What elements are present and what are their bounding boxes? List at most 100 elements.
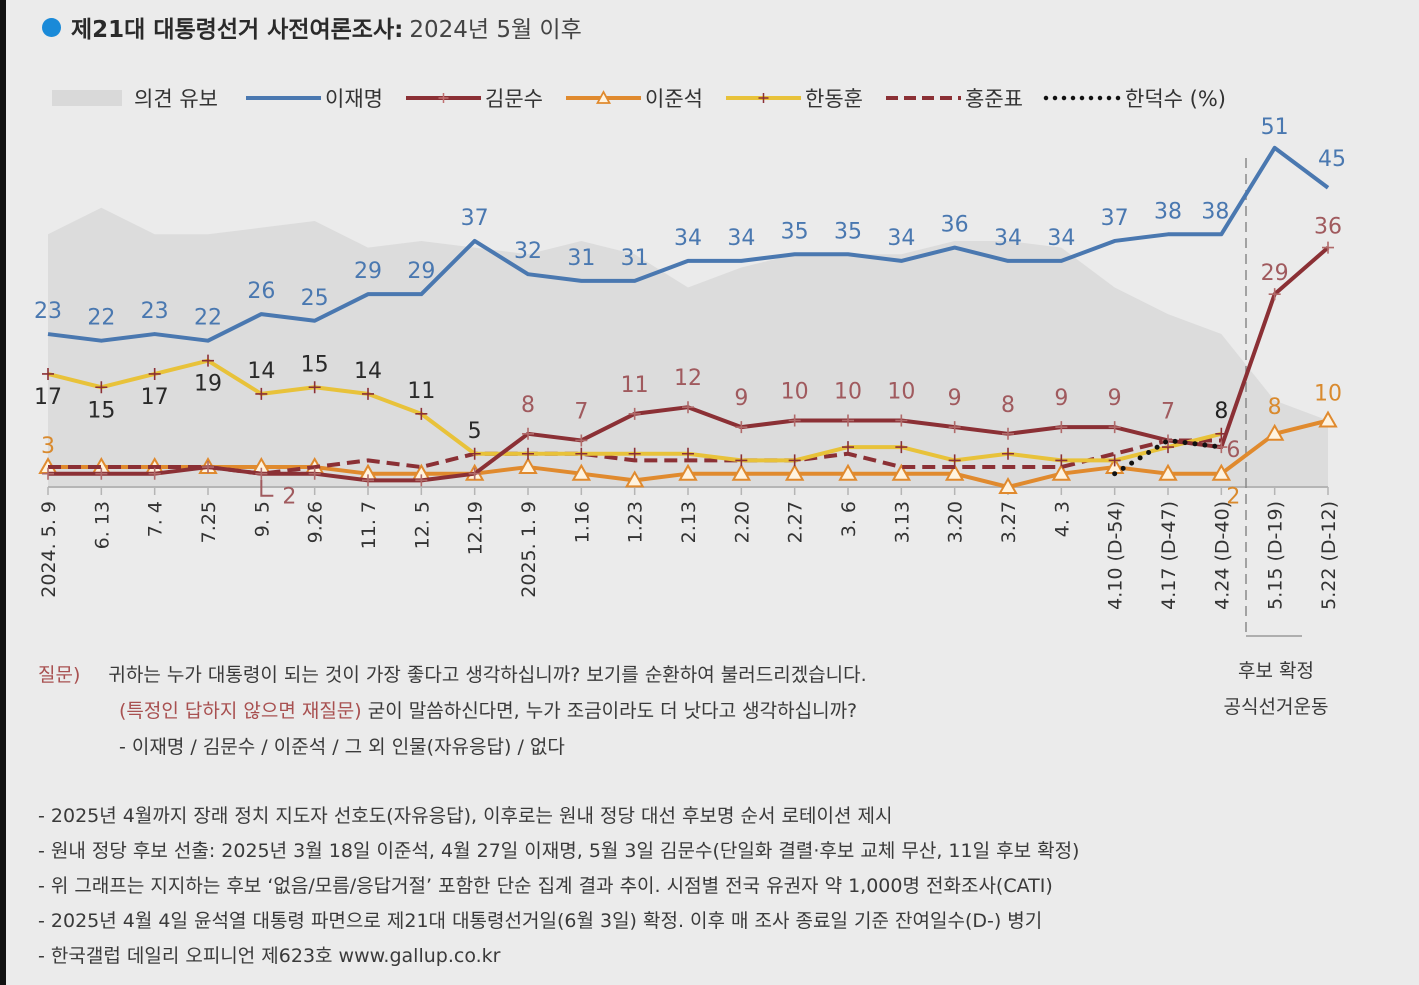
data-point-plus [628, 447, 641, 460]
title-main: 제21대 대통령선거 사전여론조사: [71, 17, 404, 43]
data-point-plus [575, 447, 588, 460]
legend-item: 한동훈 [726, 87, 863, 111]
data-label-han_donghoon: 8 [1214, 399, 1228, 424]
legend-marker-plus-icon [758, 93, 769, 103]
data-label-han_donghoon: 15 [301, 352, 329, 377]
legend-item: 이준석 [566, 87, 703, 111]
data-point-triangle [518, 457, 538, 475]
x-tick-label: 3. 6 [838, 501, 860, 537]
data-label-kim_moonsoo: 9 [1108, 386, 1122, 411]
data-label-kim_moonsoo: 7 [1161, 399, 1175, 424]
data-label-lee_jaemyung: 31 [621, 246, 649, 271]
series-layer [38, 145, 1338, 494]
data-point-plus [95, 467, 108, 480]
x-tick-label: 4.10 (D-54) [1105, 501, 1127, 610]
data-label-lee_jaemyung: 34 [887, 226, 915, 251]
data-label-han_donghoon: 11 [407, 379, 435, 404]
data-label-lee_jaemyung: 34 [674, 226, 702, 251]
legend-swatch-withheld [52, 90, 122, 106]
data-label-kim_moonsoo: 8 [1001, 393, 1015, 418]
data-label-lee_jaemyung: 36 [941, 213, 969, 238]
data-point-plus [362, 387, 374, 400]
legend-marker-plus-icon [438, 93, 449, 103]
data-label-han_donghoon: 17 [141, 385, 169, 410]
x-tick-label: 4.17 (D-47) [1158, 501, 1180, 610]
side-note-official-campaign: 공식선거운동 [1223, 696, 1329, 718]
data-label-kim_moonsoo: 6 [1226, 438, 1240, 463]
chart-canvas: 제21대 대통령선거 사전여론조사: 2024년 5월 이후 의견 유보 이재명 김… [6, 0, 1419, 985]
data-point-triangle [1264, 423, 1285, 441]
data-label-lee_jaemyung: 23 [141, 299, 169, 324]
data-point-plus [202, 354, 214, 367]
data-label-lee_jaemyung: 23 [34, 299, 62, 324]
legend-label: 김문수 [485, 87, 543, 111]
data-point-plus [255, 387, 268, 400]
x-tick-label: 11. 7 [358, 501, 380, 549]
data-label-lee_jaemyung: 34 [727, 226, 755, 251]
legend-label: 의견 유보 [134, 87, 218, 111]
data-label-lee_jaemyung: 38 [1154, 199, 1182, 224]
data-point-triangle [1318, 410, 1338, 428]
data-label-lee_jaemyung: 22 [194, 306, 222, 331]
footnote-1: - 2025년 4월까지 장래 정치 지도자 선호도(자유응답), 이후로는 원… [38, 805, 893, 827]
data-label-kim_moonsoo: 11 [621, 373, 649, 398]
x-tick-label: 7. 4 [145, 501, 167, 537]
series-line-han_ducksoo [1112, 437, 1224, 477]
data-point-triangle [731, 463, 752, 481]
data-point-plus [1322, 241, 1334, 254]
question-line-2: (특정인 답하지 않으면 재질문) 굳이 말씀하신다면, 누가 조금이라도 더 … [119, 696, 857, 723]
data-point-plus [468, 467, 481, 480]
data-point-plus [1108, 421, 1121, 434]
data-label-lee_jaemyung: 25 [301, 286, 329, 311]
data-label-lee_jaemyung: 32 [514, 239, 542, 264]
question-line-1: 질문) 귀하는 누가 대통령이 되는 것이 가장 좋다고 생각하십니까? 보기를… [38, 660, 867, 687]
data-label-lee_jaemyung: 29 [354, 259, 382, 284]
data-point-plus [42, 367, 54, 380]
data-point-plus [308, 381, 321, 394]
data-label-lee_jaemyung: 37 [461, 206, 489, 231]
data-point-plus [842, 414, 854, 427]
bullet-dot-icon [42, 17, 61, 37]
data-label-han_donghoon: 14 [354, 359, 382, 384]
data-point-plus [682, 447, 694, 460]
data-point-plus [948, 454, 961, 467]
data-point-plus [842, 441, 854, 454]
title-period: 2024년 5월 이후 [409, 17, 582, 43]
data-point-plus [1108, 454, 1121, 467]
data-label-hong_junpyo: 2 [282, 485, 296, 510]
x-tick-label: 2.27 [785, 501, 807, 543]
x-tick-label: 12. 5 [411, 501, 433, 549]
data-point-plus [575, 434, 588, 447]
data-label-lee_jaemyung: 34 [1047, 226, 1075, 251]
x-axis: 2024. 5. 9 6. 13 7. 4 7.25 9. 5 9.26 11. 7 12. … [38, 158, 1340, 637]
data-point-triangle [998, 476, 1018, 494]
data-label-kim_moonsoo: 9 [948, 386, 962, 411]
data-point-plus [415, 474, 428, 487]
data-label-kim_moonsoo: 36 [1314, 215, 1342, 240]
legend-label: 한동훈 [805, 87, 863, 111]
data-point-plus [362, 474, 374, 487]
data-point-plus [1002, 447, 1014, 460]
x-tick-label: 3.27 [998, 501, 1020, 543]
legend-label: 이재명 [325, 87, 383, 111]
x-tick-label: 5.15 (D-19) [1265, 501, 1287, 610]
data-point-triangle [1051, 463, 1072, 481]
data-label-lee_junseok: 8 [1268, 395, 1282, 420]
data-label-lee_jaemyung: 37 [1101, 206, 1129, 231]
x-tick-label: 2024. 5. 9 [38, 501, 60, 598]
data-point-plus [522, 427, 534, 440]
data-point-triangle [571, 463, 592, 481]
side-note-candidate-confirmed: 후보 확정 [1238, 660, 1314, 682]
data-label-kim_moonsoo: 10 [781, 380, 809, 405]
series-han_ducksoo [1112, 437, 1224, 477]
series-lee_jaemyung [47, 145, 1330, 343]
data-point-triangle [838, 463, 858, 481]
data-point-plus [1268, 288, 1281, 301]
footnote-4: - 2025년 4월 4일 윤석열 대통령 파면으로 제21대 대통령선거일(6… [38, 910, 1043, 932]
data-point-plus [895, 414, 908, 427]
data-point-plus [628, 407, 641, 420]
data-point-plus [522, 447, 534, 460]
data-point-triangle [784, 463, 805, 481]
legend-item: 한덕수 (%) [1043, 87, 1226, 111]
